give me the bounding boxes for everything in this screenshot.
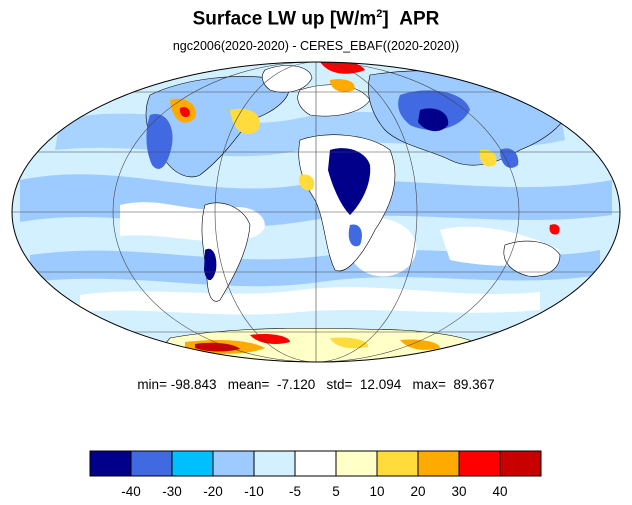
colorbar-box xyxy=(376,450,419,477)
colorbar-box xyxy=(89,450,132,477)
map-outline xyxy=(11,61,621,363)
title-main: Surface LW up [W/m xyxy=(192,8,377,30)
field-patch xyxy=(418,108,449,132)
title-month: APR xyxy=(399,8,440,30)
title-close: ] xyxy=(382,8,389,30)
colorbar-box xyxy=(417,450,460,477)
colorbar-tick-label: -40 xyxy=(121,484,141,499)
statistics-line: min= -98.843 mean= -7.120 std= 12.094 ma… xyxy=(0,377,632,392)
colorbar-tick-label: -20 xyxy=(203,484,223,499)
field-patch xyxy=(179,107,190,118)
colorbar-box xyxy=(253,450,296,477)
field-patch xyxy=(146,114,173,169)
longitude-lines xyxy=(112,62,520,362)
field-patch xyxy=(330,337,369,349)
colorbar-tick-label: 40 xyxy=(492,484,507,499)
stat-min-value: -98.843 xyxy=(170,377,217,392)
colorbar-boxes xyxy=(89,450,542,477)
colorbar-tick-label: -5 xyxy=(289,484,301,499)
colorbar-box xyxy=(294,450,337,477)
colorbar-tick-label: 20 xyxy=(410,484,425,499)
colorbar-tick-label: 10 xyxy=(369,484,384,499)
continent-greenland xyxy=(261,65,313,93)
colorbar-box xyxy=(212,450,255,477)
continent-south-america xyxy=(201,202,251,302)
field-patch xyxy=(195,342,240,352)
colorbar-tick-label: -30 xyxy=(162,484,182,499)
colorbar-tick-label: 5 xyxy=(332,484,340,499)
colorbar-box xyxy=(458,450,501,477)
stat-max-label: max= xyxy=(412,377,446,392)
colorbar-tick-labels: -40 -30 -20 -10 -5 5 10 20 30 40 xyxy=(121,484,507,499)
colorbar-box xyxy=(130,450,173,477)
field-patch xyxy=(549,224,560,235)
title-superscript: 2 xyxy=(376,8,383,20)
stat-std-label: std= xyxy=(326,377,353,392)
stat-std-value: 12.094 xyxy=(359,377,402,392)
field-patch xyxy=(80,287,540,315)
colorbar-box xyxy=(335,450,378,477)
field-patch xyxy=(500,148,519,168)
colorbar-tick-label: 30 xyxy=(451,484,466,499)
stat-mean-value: -7.120 xyxy=(276,377,316,392)
colorbar-box xyxy=(171,450,214,477)
field-patch xyxy=(299,174,315,191)
chart-title: Surface LW up [W/m2] APR xyxy=(0,8,632,30)
colorbar-tick-label: -10 xyxy=(244,484,264,499)
colorbar-box xyxy=(499,450,542,477)
field-patch xyxy=(330,79,355,92)
stat-min-label: min= xyxy=(137,377,167,392)
field-patch xyxy=(400,339,440,350)
field-patch xyxy=(348,224,362,247)
field-patch xyxy=(230,108,260,134)
stat-mean-label: mean= xyxy=(227,377,270,392)
stat-max-value: 89.367 xyxy=(453,377,495,392)
map-field xyxy=(12,62,620,362)
continent-australia xyxy=(503,240,561,277)
field-patch xyxy=(328,148,371,215)
chart-subtitle: ngc2006(2020-2020) - CERES_EBAF((2020-20… xyxy=(172,39,460,53)
field-patch xyxy=(479,149,497,167)
